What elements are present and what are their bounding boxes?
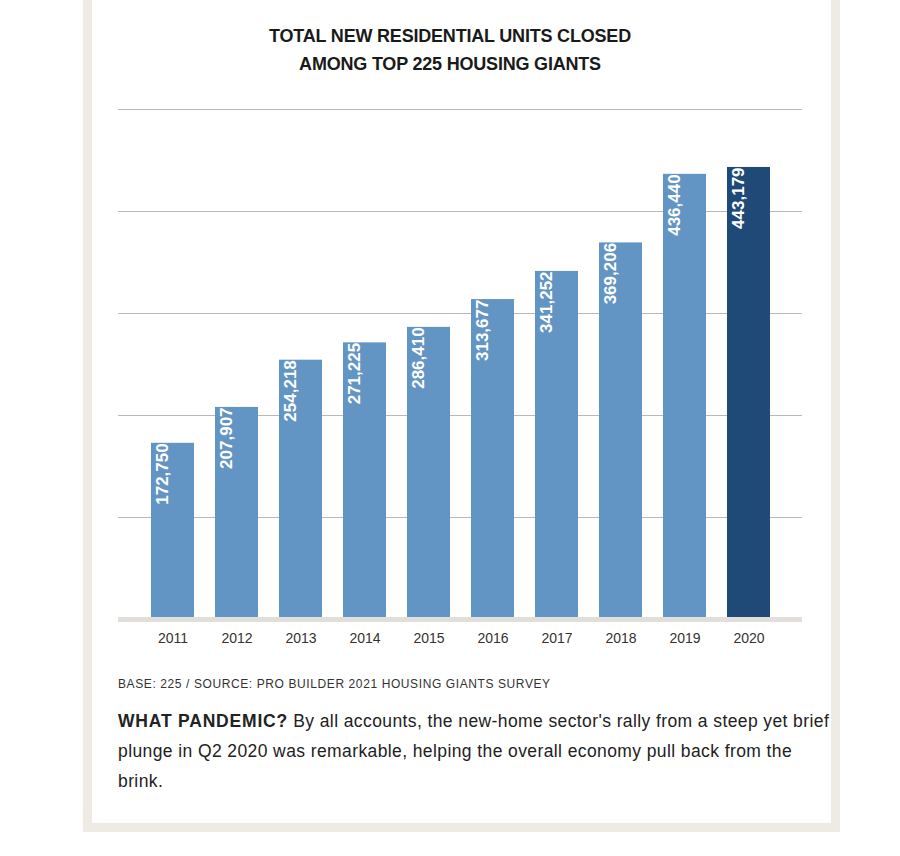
svg-text:2017: 2017 — [541, 630, 572, 646]
svg-text:2012: 2012 — [221, 630, 252, 646]
svg-text:341,252: 341,252 — [537, 271, 556, 332]
svg-text:2018: 2018 — [605, 630, 636, 646]
svg-text:254,218: 254,218 — [281, 360, 300, 421]
svg-text:369,206: 369,206 — [601, 243, 620, 304]
svg-text:2013: 2013 — [285, 630, 316, 646]
svg-text:2020: 2020 — [733, 630, 764, 646]
svg-text:443,179: 443,179 — [729, 167, 748, 228]
svg-text:2016: 2016 — [477, 630, 508, 646]
svg-text:313,677: 313,677 — [473, 300, 492, 361]
svg-text:207,907: 207,907 — [217, 407, 236, 468]
svg-text:271,225: 271,225 — [345, 343, 364, 404]
svg-text:286,410: 286,410 — [409, 327, 428, 388]
html-text:TOTAL NEW RESIDENTIAL UNITS CL: TOTAL NEW RESIDENTIAL UNITS CLOSED AMONG… — [269, 26, 631, 74]
svg-text:2015: 2015 — [413, 630, 444, 646]
svg-text:436,440: 436,440 — [665, 174, 684, 235]
svg-text:172,750: 172,750 — [153, 443, 172, 504]
svg-text:2019: 2019 — [669, 630, 700, 646]
html-text:BASE: 225 / SOURCE: PRO BUILDE: BASE: 225 / SOURCE: PRO BUILDER 2021 HOU… — [118, 677, 551, 691]
svg-text:2011: 2011 — [158, 630, 188, 646]
html-text:WHAT PANDEMIC? By all accounts: WHAT PANDEMIC? By all accounts, the new-… — [118, 711, 830, 791]
svg-text:2014: 2014 — [349, 630, 380, 646]
